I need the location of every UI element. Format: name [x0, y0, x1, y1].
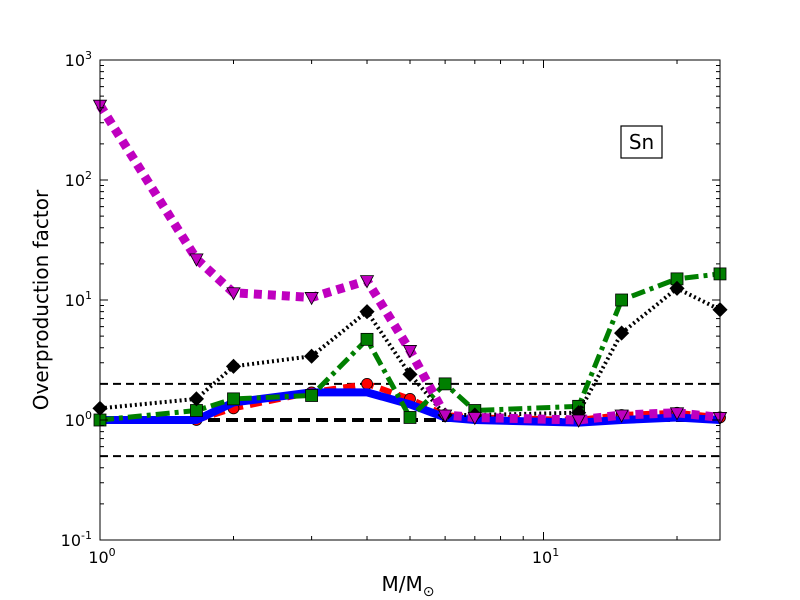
data-point — [571, 414, 586, 428]
series-1 — [100, 388, 721, 427]
data-point — [361, 377, 373, 390]
y-tick-label-base: 10 — [65, 291, 85, 310]
y-tick-label: 102 — [65, 169, 92, 190]
y-tick-label-base: 10 — [65, 171, 85, 190]
x-tick-label-base: 10 — [532, 548, 552, 567]
y-tick-label-base: 10 — [61, 531, 81, 550]
y-tick-label-exponent: 0 — [85, 409, 92, 422]
data-point — [614, 409, 629, 423]
series-line-1 — [100, 388, 721, 427]
data-point — [402, 366, 418, 382]
y-tick-label-exponent: 1 — [85, 289, 92, 302]
data-point — [225, 358, 242, 374]
plot-frame — [99, 59, 721, 541]
data-point — [669, 407, 685, 421]
series-line-3 — [99, 286, 721, 418]
y-tick-label-exponent: 2 — [85, 169, 92, 182]
x-axis-label-subscript: ⊙ — [423, 584, 435, 600]
data-point — [438, 377, 452, 391]
y-tick-label-exponent: 3 — [85, 49, 92, 62]
y-tick-label: 100 — [65, 409, 92, 430]
data-point — [305, 389, 319, 402]
data-point — [615, 293, 629, 307]
series-line-0 — [100, 380, 721, 423]
annotation-frame — [620, 125, 663, 159]
data-point — [402, 345, 418, 359]
y-tick-label: 10-1 — [61, 529, 92, 550]
data-point — [669, 280, 685, 296]
x-axis-label-main: M/M — [382, 572, 423, 596]
y-tick-label-exponent: -1 — [81, 529, 92, 542]
y-tick-label-base: 10 — [65, 411, 85, 430]
data-point — [467, 412, 482, 426]
y-tick-label-base: 10 — [65, 51, 85, 70]
y-axis-label: Overproduction factor — [29, 189, 53, 410]
x-tick-label-exponent: 1 — [552, 546, 559, 559]
y-tick-label: 101 — [65, 289, 92, 310]
x-tick-label: 101 — [532, 546, 559, 567]
data-point — [614, 325, 630, 341]
x-tick-label-base: 10 — [88, 548, 108, 567]
data-point — [437, 409, 453, 423]
data-point — [360, 332, 374, 346]
data-point — [304, 348, 320, 364]
data-point — [227, 392, 240, 406]
x-axis-label: M/M⊙ — [382, 572, 435, 600]
series-layer — [92, 99, 728, 428]
data-point — [189, 253, 204, 267]
data-point — [359, 304, 375, 320]
x-tick-label-exponent: 0 — [109, 546, 116, 559]
series-4 — [92, 99, 728, 428]
data-point — [359, 275, 375, 289]
data-point — [304, 292, 319, 306]
data-point — [403, 411, 417, 424]
annotation-box: Sn — [620, 125, 663, 159]
annotation-label: Sn — [629, 130, 654, 154]
x-tick-label: 100 — [88, 546, 115, 567]
data-point — [226, 287, 241, 301]
y-tick-label: 103 — [65, 49, 92, 70]
data-point — [188, 391, 205, 407]
